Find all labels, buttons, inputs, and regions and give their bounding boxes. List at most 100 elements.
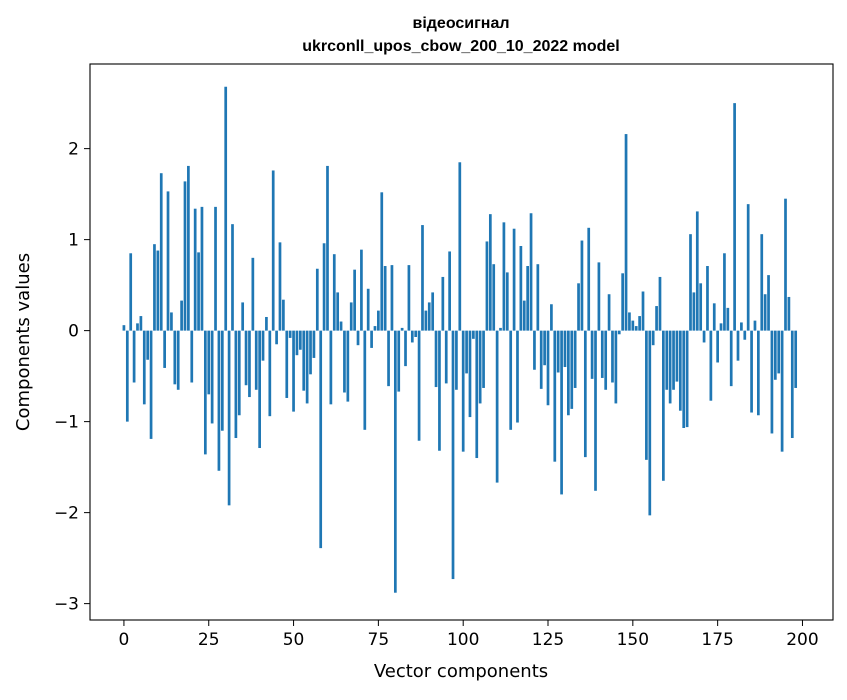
bar-9 (153, 244, 156, 331)
bar-32 (231, 224, 234, 331)
bar-21 (193, 208, 197, 331)
bar-116 (516, 330, 519, 423)
bar-5 (139, 316, 143, 331)
bar-69 (356, 330, 360, 346)
bar-110 (495, 330, 499, 483)
bar-35 (241, 302, 245, 331)
bar-62 (332, 254, 336, 331)
bar-125 (546, 330, 550, 406)
chart-title-line2: ukrconll_upos_cbow_200_10_2022 model (302, 38, 619, 55)
bar-189 (763, 294, 767, 331)
x-axis-ticks: 0 25 50 75 100 125 150 175 200 (119, 620, 819, 650)
bar-7 (146, 330, 150, 360)
bar-83 (404, 330, 407, 367)
bar-149 (628, 312, 631, 331)
bar-53 (302, 330, 306, 391)
y-tick-label-4: 1 (68, 231, 79, 251)
bar-140 (597, 262, 601, 331)
bar-72 (366, 288, 370, 331)
bar-11 (159, 173, 163, 331)
bar-174 (712, 303, 716, 331)
bar-193 (777, 330, 781, 374)
bar-190 (767, 275, 770, 331)
y-tick-label-2: −1 (54, 413, 79, 433)
bar-59 (322, 243, 326, 331)
bar-81 (397, 330, 401, 392)
bar-98 (455, 330, 458, 390)
bar-100 (461, 330, 465, 452)
bar-108 (488, 214, 492, 331)
bar-156 (651, 330, 655, 346)
bar-160 (665, 330, 669, 390)
bar-37 (248, 330, 251, 398)
bar-129 (560, 330, 563, 495)
bar-181 (736, 330, 740, 361)
bar-39 (254, 330, 258, 390)
bar-126 (550, 304, 553, 331)
bar-60 (326, 165, 329, 331)
bar-176 (719, 323, 723, 331)
bar-75 (377, 310, 380, 331)
bar-42 (265, 316, 268, 331)
bar-92 (434, 330, 438, 388)
bar-123 (539, 330, 543, 389)
bar-10 (156, 250, 160, 331)
bar-183 (743, 330, 747, 340)
bar-166 (685, 330, 689, 428)
bar-165 (682, 330, 686, 428)
bar-179 (729, 330, 733, 387)
bar-27 (214, 206, 217, 331)
bar-65 (343, 330, 346, 393)
bar-112 (502, 222, 506, 331)
bar-197 (790, 330, 794, 439)
bar-6 (142, 330, 146, 405)
bar-16 (176, 330, 180, 390)
bar-series (122, 86, 798, 593)
bar-158 (658, 276, 662, 331)
bar-102 (468, 330, 472, 418)
bar-106 (482, 330, 485, 388)
bar-182 (740, 322, 743, 331)
bar-118 (522, 300, 526, 331)
y-axis-label: Components values (13, 253, 34, 431)
y-tick-label-3: 0 (68, 322, 79, 342)
bar-68 (353, 269, 356, 331)
bar-132 (570, 330, 574, 409)
bar-194 (780, 330, 784, 452)
bar-44 (271, 170, 275, 331)
bar-131 (567, 330, 570, 416)
bar-101 (465, 330, 468, 374)
x-axis-label: Vector components (374, 661, 548, 682)
bar-14 (170, 312, 173, 331)
bar-94 (441, 276, 445, 331)
bar-137 (587, 227, 591, 331)
x-tick-label-8: 200 (786, 630, 818, 650)
plot-frame (89, 63, 834, 621)
bar-78 (387, 330, 390, 387)
bar-55 (309, 330, 312, 375)
y-axis-ticks: −3 −2 −1 0 1 2 (54, 140, 90, 615)
bar-46 (278, 242, 282, 331)
bar-4 (136, 323, 139, 331)
bar-51 (295, 330, 299, 356)
bar-117 (519, 246, 523, 331)
bar-138 (590, 330, 594, 379)
x-tick-label-2: 50 (283, 630, 305, 650)
bar-22 (197, 252, 200, 331)
bar-87 (417, 330, 421, 441)
bar-76 (380, 192, 384, 331)
bar-36 (244, 330, 248, 386)
bar-121 (533, 330, 536, 370)
bar-153 (641, 291, 645, 331)
bar-41 (261, 330, 265, 361)
bar-147 (621, 273, 625, 331)
x-tick-label-4: 100 (447, 630, 479, 650)
bar-122 (536, 264, 540, 331)
bar-134 (577, 283, 580, 331)
bar-64 (339, 321, 343, 331)
bar-135 (580, 240, 584, 331)
bar-180 (733, 103, 736, 331)
bar-70 (360, 249, 363, 331)
bar-18 (183, 181, 187, 331)
